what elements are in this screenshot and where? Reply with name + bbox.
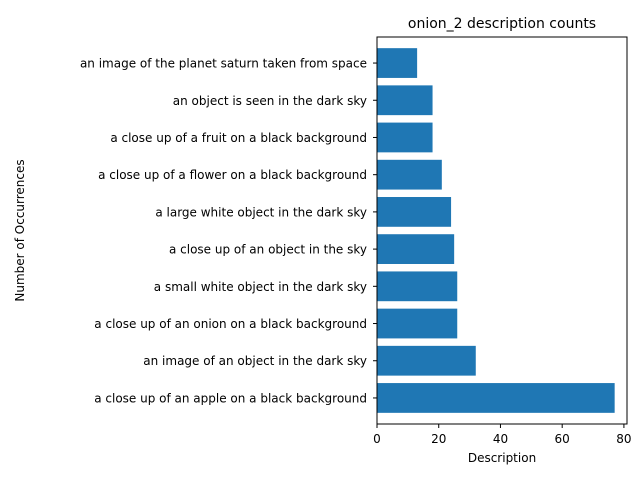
y-axis-label: Number of Occurrences: [13, 159, 27, 301]
bars-layer: [377, 48, 615, 413]
x-tick-label: 40: [493, 432, 508, 446]
axes-layer: [376, 36, 628, 425]
y-tick-label: a close up of an apple on a black backgr…: [94, 391, 367, 405]
bar: [377, 271, 458, 302]
bar: [377, 85, 433, 116]
bar: [377, 308, 458, 339]
x-tick-label: 0: [373, 432, 381, 446]
bar: [377, 159, 442, 190]
bar: [377, 122, 433, 153]
x-tick-label: 20: [431, 432, 446, 446]
y-tick-label: a close up of an object in the sky: [169, 243, 367, 257]
x-tick-label: 80: [616, 432, 631, 446]
chart-title: onion_2 description counts: [408, 16, 596, 32]
bar: [377, 234, 455, 264]
x-tick-label: 60: [555, 432, 570, 446]
y-tick-label: a small white object in the dark sky: [154, 280, 367, 294]
y-tick-label: a close up of an onion on a black backgr…: [94, 317, 367, 331]
bar: [377, 345, 476, 376]
y-tick-label: an image of an object in the dark sky: [143, 354, 367, 368]
y-tick-label: a close up of a fruit on a black backgro…: [110, 131, 367, 145]
y-tick-label: an image of the planet saturn taken from…: [80, 57, 367, 71]
bar: [377, 48, 418, 78]
bar: [377, 197, 452, 227]
x-axis-ticks: 0 20 40 60 80: [373, 424, 632, 446]
plot-frame: [376, 36, 628, 425]
bar: [377, 383, 615, 413]
y-axis-ticks: a close up of an apple on a black backgr…: [80, 57, 377, 405]
y-tick-label: an object is seen in the dark sky: [173, 94, 367, 108]
y-tick-label: a close up of a flower on a black backgr…: [98, 168, 367, 182]
y-tick-label: a large white object in the dark sky: [155, 205, 367, 219]
x-axis-label: Description: [468, 451, 536, 465]
